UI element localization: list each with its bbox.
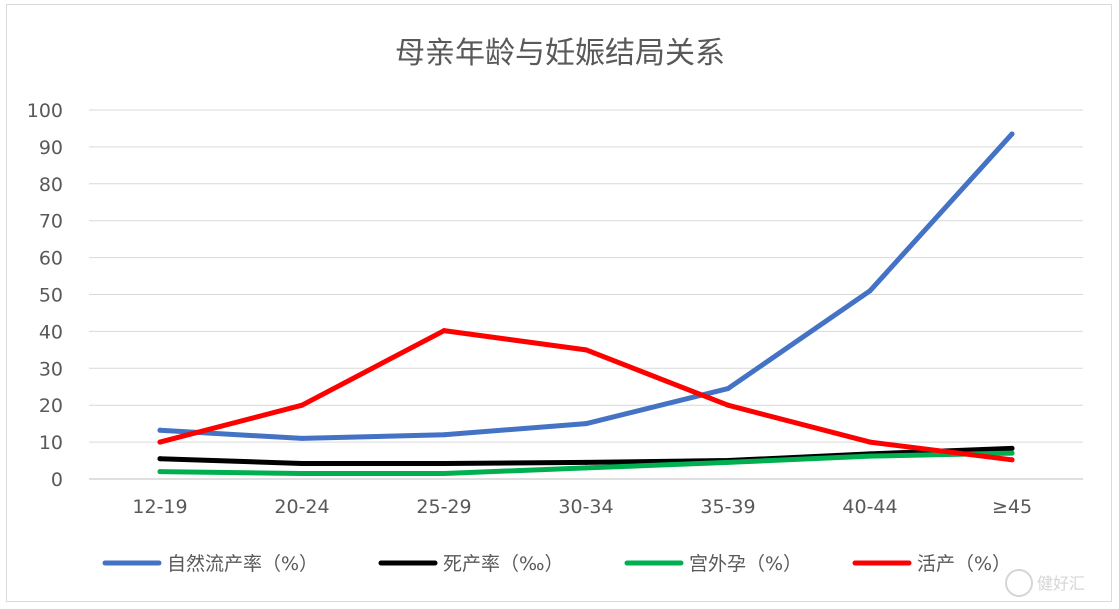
data-point [1009,445,1015,451]
data-point [725,386,731,392]
data-point [583,465,589,471]
x-tick-label: 40-44 [842,496,897,518]
data-point [441,328,447,334]
data-point [441,461,447,467]
data-point [867,439,873,445]
line-chart: 母亲年龄与妊娠结局关系 0 10 20 30 40 50 60 70 80 90 100 12-19 2… [27,36,1083,575]
y-tick-label: 0 [51,469,63,491]
data-point [441,432,447,438]
data-point [583,421,589,427]
chart-title: 母亲年龄与妊娠结局关系 [395,36,725,71]
x-tick-label: 35-39 [700,496,755,518]
x-tick-label: 12-19 [132,496,187,518]
data-point [725,459,731,465]
grid-layer [89,109,1083,480]
data-point [1009,131,1015,137]
data-point [441,470,447,476]
series-layer [157,131,1015,476]
y-tick-label: 60 [39,248,63,270]
y-tick-label: 10 [39,432,63,454]
data-point [299,461,305,467]
y-tick-label: 50 [39,285,63,307]
data-point [867,453,873,459]
data-point [157,456,163,462]
chart-frame: 母亲年龄与妊娠结局关系 0 10 20 30 40 50 60 70 80 90 100 12-19 2… [6,4,1112,602]
data-point [583,347,589,353]
data-point [867,288,873,294]
x-tick-label: 20-24 [274,496,329,518]
legend: 自然流产率（%） 死产率（‰） 宫外孕（%） 活产（%） [102,553,1011,575]
watermark-circle-icon [1005,569,1033,597]
data-point [725,402,731,408]
data-point [1009,450,1015,456]
series-line [157,131,1015,441]
y-tick-label: 70 [39,211,63,233]
y-tick-label: 30 [39,358,63,380]
x-tick-label: ≥45 [992,496,1032,518]
x-tick-label: 30-34 [558,496,613,518]
y-tick-label: 20 [39,395,63,417]
data-point [157,427,163,433]
legend-label: 活产（%） [917,553,1011,575]
data-point [157,469,163,475]
legend-label: 宫外孕（%） [689,553,802,575]
x-tick-label: 25-29 [416,496,471,518]
data-point [157,439,163,445]
watermark-logo: 健好汇 [1005,569,1085,597]
data-point [299,402,305,408]
legend-label: 死产率（‰） [443,553,564,575]
y-tick-label: 80 [39,174,63,196]
data-point [299,435,305,441]
data-point [583,459,589,465]
y-tick-label: 90 [39,137,63,159]
y-tick-label: 40 [39,321,63,343]
y-tick-label: 100 [27,100,63,122]
legend-label: 自然流产率（%） [167,553,318,575]
data-point [299,470,305,476]
data-point [1009,457,1015,463]
watermark-text: 健好汇 [1037,574,1085,593]
axis-layer: 0 10 20 30 40 50 60 70 80 90 100 12-19 20-24 25-29 30-… [27,100,1032,518]
